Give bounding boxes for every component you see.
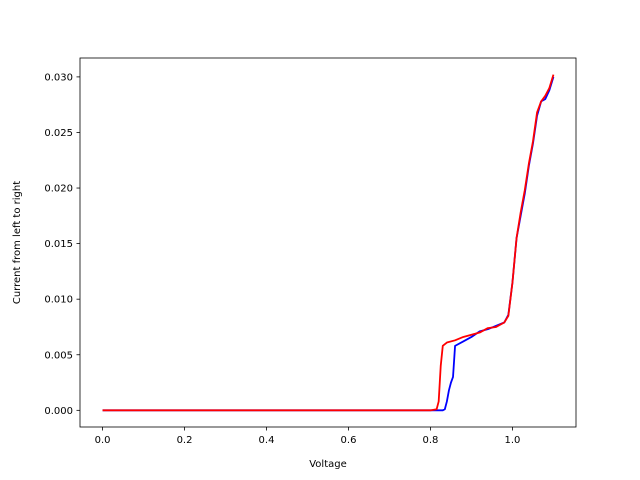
x-tick-label: 0.0 bbox=[95, 435, 111, 446]
x-axis-label: Voltage bbox=[309, 459, 347, 470]
series-line-1 bbox=[102, 74, 555, 412]
plot-area bbox=[102, 74, 555, 412]
y-tick-label: 0.015 bbox=[44, 239, 73, 250]
y-tick-label: 0.005 bbox=[44, 350, 73, 361]
y-axis: 0.000 0.005 0.010 0.015 0.020 0.025 0.030 bbox=[44, 72, 80, 417]
x-tick-label: 0.8 bbox=[423, 435, 439, 446]
x-tick-label: 1.0 bbox=[505, 435, 521, 446]
x-tick-label: 0.4 bbox=[259, 435, 275, 446]
x-axis: 0.0 0.2 0.4 0.6 0.8 1.0 bbox=[95, 427, 521, 446]
y-tick-label: 0.030 bbox=[44, 72, 73, 83]
axes-frame bbox=[79, 57, 577, 428]
y-tick-label: 0.010 bbox=[44, 295, 73, 306]
x-tick-label: 0.2 bbox=[177, 435, 193, 446]
y-tick-label: 0.025 bbox=[44, 128, 73, 139]
y-axis-label: Current from left to right bbox=[12, 181, 23, 304]
x-tick-label: 0.6 bbox=[341, 435, 357, 446]
y-tick-label: 0.000 bbox=[44, 406, 73, 417]
y-tick-label: 0.020 bbox=[44, 184, 73, 195]
